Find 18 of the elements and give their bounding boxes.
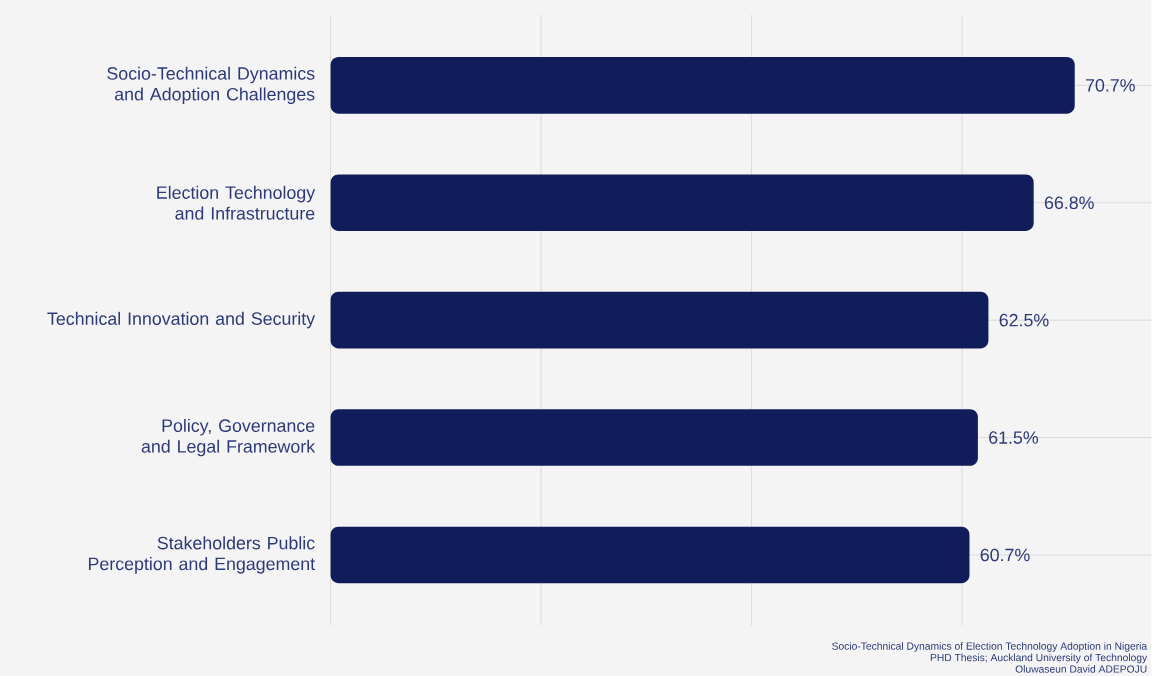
data-label: 61.5% [989,431,1039,444]
y-tick-label: Policy, Governance and Legal Framework [141,418,316,457]
bar [330,409,978,466]
bar [330,174,1034,232]
y-tick-label: Election Technology and Infrastructure [157,185,316,220]
data-label: 60.7% [980,548,1030,562]
bar [330,291,989,349]
y-tick-label: Stakeholders Public Perception and Engagement [88,536,315,574]
text: Socio-Technical Dynamics of Election Technology Adoption in Nigeria [832,642,1148,652]
data-label: 62.5% [999,313,1049,327]
y-tick-label: Technical Innovation and Security [47,311,316,329]
bar [330,526,970,584]
text: PHD Thesis; Auckland University of Technology [930,653,1148,664]
bar [330,57,1075,114]
text: Oluwaseun David ADEPOJU [1015,665,1147,673]
data-label: 66.8% [1044,196,1094,210]
data-label: 70.7% [1085,79,1135,92]
y-tick-label: Socio-Technical Dynamics and Adoption Challenges [107,66,315,105]
